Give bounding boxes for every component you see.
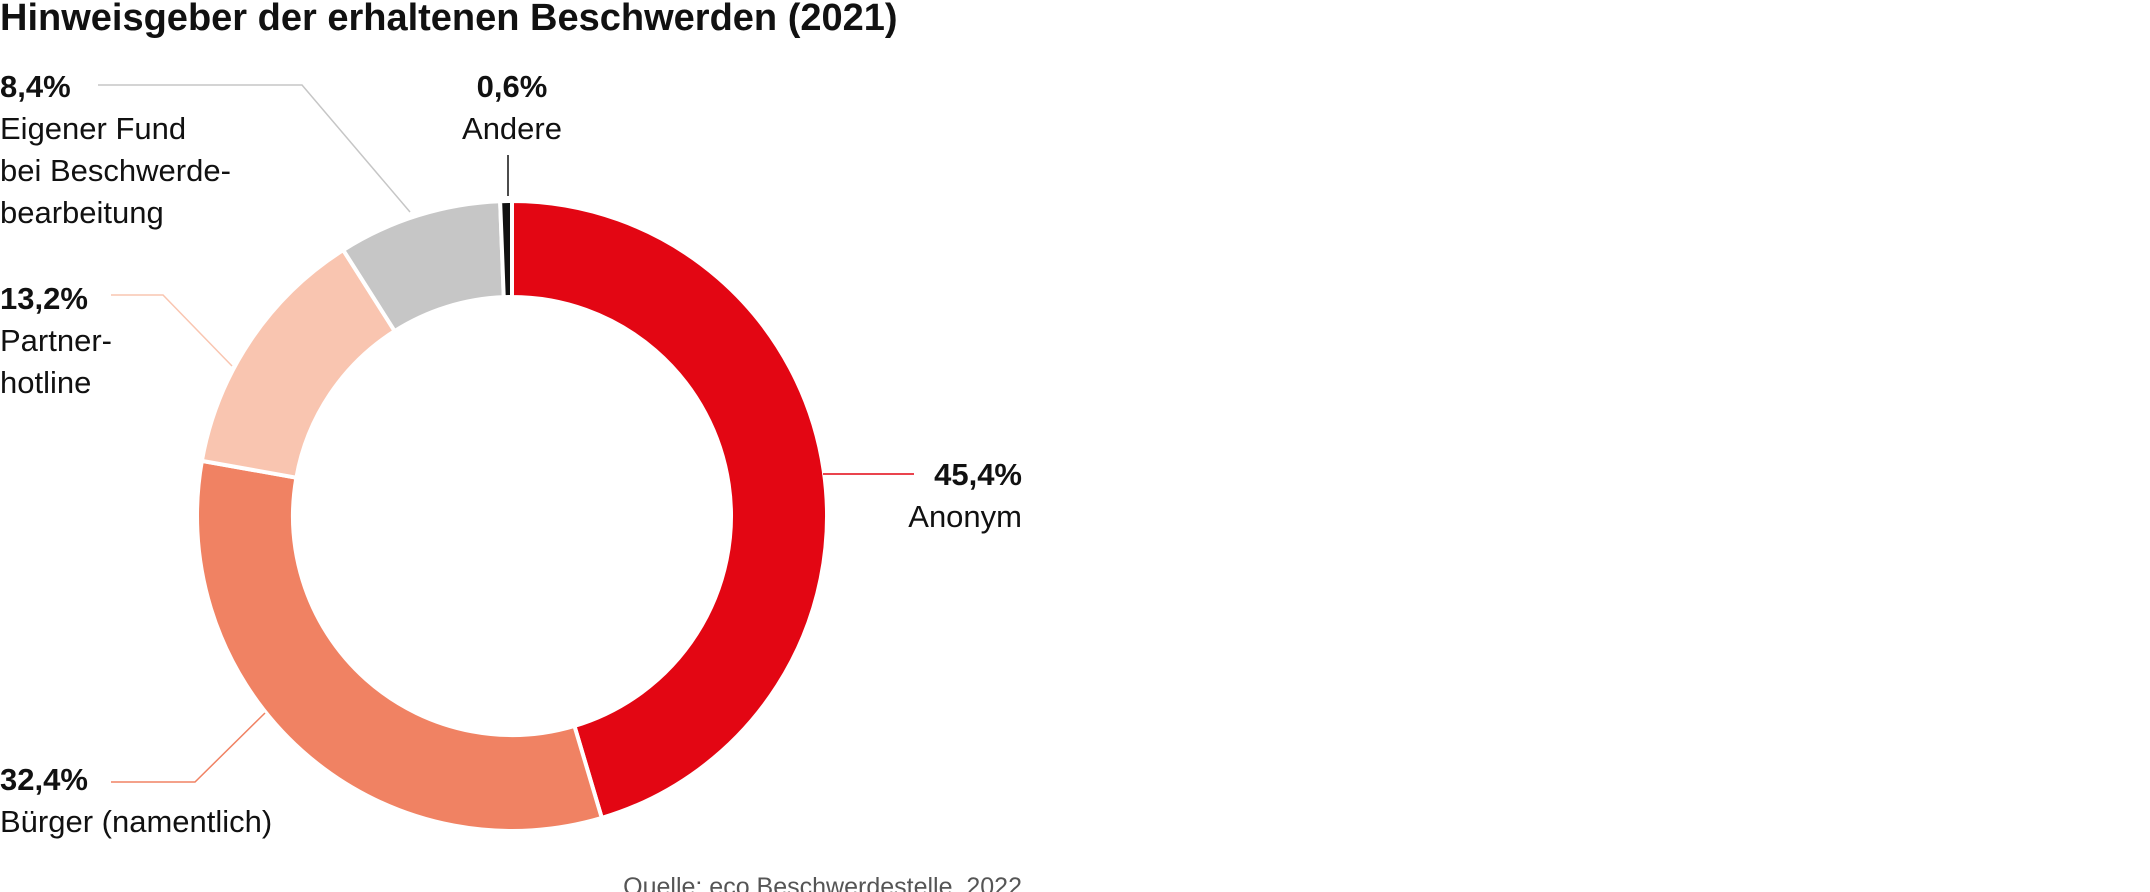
slice-value-label-0: 45,4% xyxy=(934,457,1022,492)
slice-value-label-3: 8,4% xyxy=(0,69,71,104)
chart-title: Hinweisgeber der erhaltenen Beschwerden … xyxy=(0,0,898,39)
donut-slice-0 xyxy=(510,198,829,821)
slice-category-label-2-1: hotline xyxy=(0,365,91,400)
leader-line-2 xyxy=(111,294,233,367)
slice-labels: 45,4% Anonym 32,4% Bürger (namentlich) 13,2%… xyxy=(0,69,1022,839)
donut-slice-4 xyxy=(498,198,514,300)
slice-category-label-4-0: Andere xyxy=(462,111,562,146)
leader-line-3 xyxy=(98,84,411,213)
slice-category-label-3-1: bei Beschwerde- xyxy=(0,153,231,188)
leader-line-1 xyxy=(111,712,266,783)
slice-value-label-4: 0,6% xyxy=(477,69,548,104)
slice-value-label-1: 32,4% xyxy=(0,762,88,797)
slice-category-label-1-0: Bürger (namentlich) xyxy=(0,804,272,839)
slice-category-label-2-0: Partner- xyxy=(0,323,112,358)
leader-lines xyxy=(98,84,914,783)
slice-category-label-3-2: bearbeitung xyxy=(0,195,164,230)
donut-slices xyxy=(195,198,829,833)
slice-category-label-3-0: Eigener Fund xyxy=(0,111,186,146)
donut-slice-1 xyxy=(195,458,605,833)
slice-value-label-2: 13,2% xyxy=(0,281,88,316)
source-note: Quelle: eco Beschwerdestelle, 2022 xyxy=(623,873,1022,892)
slice-category-label-0-0: Anonym xyxy=(908,499,1022,534)
